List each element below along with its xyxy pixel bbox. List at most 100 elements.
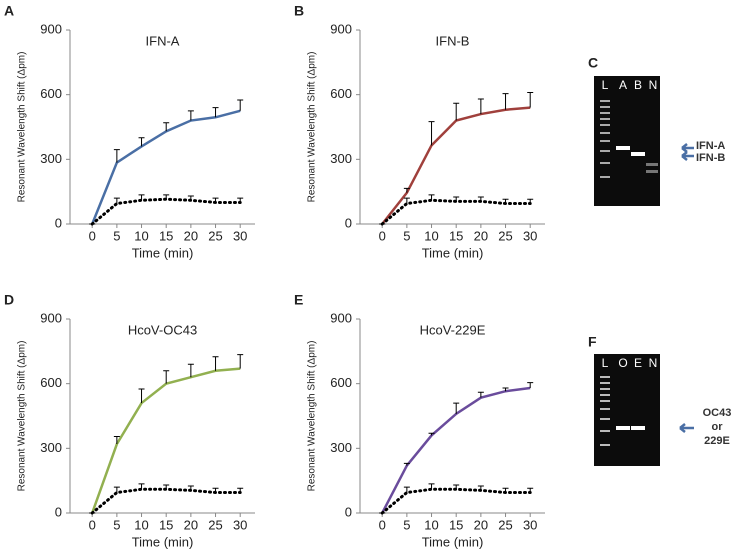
series-line	[90, 197, 242, 226]
error-bar	[113, 486, 120, 493]
x-tick-label: 0	[89, 517, 96, 532]
error-bar	[113, 197, 120, 204]
error-bar	[403, 197, 410, 204]
chart-panel: D HcoV-OC43 0 300 600 900 0 5 10 15 20 25 30 Time (mi…	[4, 292, 255, 549]
error-bar	[403, 486, 410, 493]
error-bar	[237, 354, 244, 369]
arrow	[679, 423, 694, 433]
error-bar	[237, 197, 244, 203]
error-bar	[428, 194, 435, 201]
x-tick-label: 5	[113, 517, 120, 532]
x-tick-label: 0	[379, 517, 386, 532]
band	[631, 152, 645, 156]
y-tick-label: 900	[40, 310, 62, 325]
panel-letter: B	[294, 3, 304, 19]
band-label: IFN-A	[696, 140, 725, 152]
series-line	[90, 487, 242, 515]
lane-label: L	[602, 78, 609, 92]
x-axis-label: Time (min)	[132, 534, 194, 549]
panel-letter: C	[588, 55, 598, 71]
x-tick-label: 25	[498, 228, 512, 243]
chart-panel: E HcoV-229E 0 300 600 900 0 5 10 15 20 25 30 Time (mi…	[294, 292, 545, 549]
series-line	[380, 487, 532, 515]
error-bar	[138, 194, 145, 201]
x-tick-label: 30	[233, 517, 247, 532]
y-tick-label: 300	[40, 151, 62, 166]
x-tick-label: 20	[184, 517, 198, 532]
error-bar	[212, 107, 219, 118]
panel-letter: A	[4, 3, 14, 19]
x-tick-label: 30	[233, 228, 247, 243]
series-line	[381, 106, 531, 225]
error-bar	[403, 187, 410, 193]
error-bar	[428, 483, 435, 490]
x-tick-label: 15	[159, 228, 173, 243]
lane-label: A	[619, 78, 627, 92]
x-tick-label: 10	[134, 228, 148, 243]
error-bar	[527, 487, 534, 493]
x-tick-label: 10	[424, 517, 438, 532]
y-tick-label: 600	[330, 86, 352, 101]
error-bar	[502, 487, 509, 493]
error-bar	[237, 487, 244, 493]
x-tick-label: 15	[449, 517, 463, 532]
error-bar	[187, 485, 194, 491]
error-bar	[187, 363, 194, 378]
panel-letter: D	[4, 292, 14, 308]
error-bar	[187, 110, 194, 121]
y-tick-label: 0	[55, 504, 62, 519]
x-tick-label: 30	[523, 517, 537, 532]
x-tick-label: 0	[89, 228, 96, 243]
lane-label: B	[634, 78, 642, 92]
band	[631, 426, 645, 430]
x-tick-label: 30	[523, 228, 537, 243]
error-bar	[527, 198, 534, 204]
chart-title: IFN-A	[146, 33, 180, 48]
lane-label: N	[649, 356, 658, 370]
x-tick-label: 25	[208, 228, 222, 243]
y-tick-label: 0	[345, 215, 352, 230]
error-bar	[113, 149, 120, 163]
error-bar	[163, 370, 170, 384]
x-tick-label: 10	[424, 228, 438, 243]
error-bar	[113, 435, 120, 445]
x-tick-label: 5	[113, 228, 120, 243]
y-tick-label: 600	[40, 375, 62, 390]
error-bar	[428, 432, 435, 436]
error-bar	[138, 388, 145, 404]
error-bar	[527, 382, 534, 388]
error-bar	[212, 487, 219, 493]
error-bar	[163, 484, 170, 490]
y-tick-label: 900	[330, 21, 352, 36]
x-tick-label: 15	[159, 517, 173, 532]
error-bar	[453, 102, 460, 121]
band	[616, 146, 630, 150]
lane-label: O	[618, 356, 627, 370]
error-bar	[477, 98, 484, 115]
error-bar	[187, 195, 194, 201]
band	[646, 170, 658, 173]
chart-title: HcoV-229E	[420, 322, 486, 337]
panel-letter: E	[294, 292, 303, 308]
panel-letter: F	[588, 334, 597, 350]
error-bar	[163, 122, 170, 132]
y-tick-label: 600	[330, 375, 352, 390]
band-label: 229E	[704, 435, 730, 447]
series-line	[380, 198, 532, 226]
x-axis-label: Time (min)	[422, 245, 484, 260]
series-line	[91, 367, 241, 514]
ladder	[600, 376, 610, 446]
y-tick-label: 0	[55, 215, 62, 230]
error-bar	[138, 483, 145, 490]
x-tick-label: 20	[184, 228, 198, 243]
y-axis-label: Resonant Wavelength Shift (Δpm)	[307, 341, 318, 492]
error-bar	[477, 485, 484, 491]
x-axis-label: Time (min)	[422, 534, 484, 549]
error-bar	[527, 92, 534, 108]
error-bar	[477, 196, 484, 202]
error-bar	[212, 197, 219, 203]
error-bar	[403, 462, 410, 466]
x-tick-label: 0	[379, 228, 386, 243]
y-tick-label: 900	[40, 21, 62, 36]
